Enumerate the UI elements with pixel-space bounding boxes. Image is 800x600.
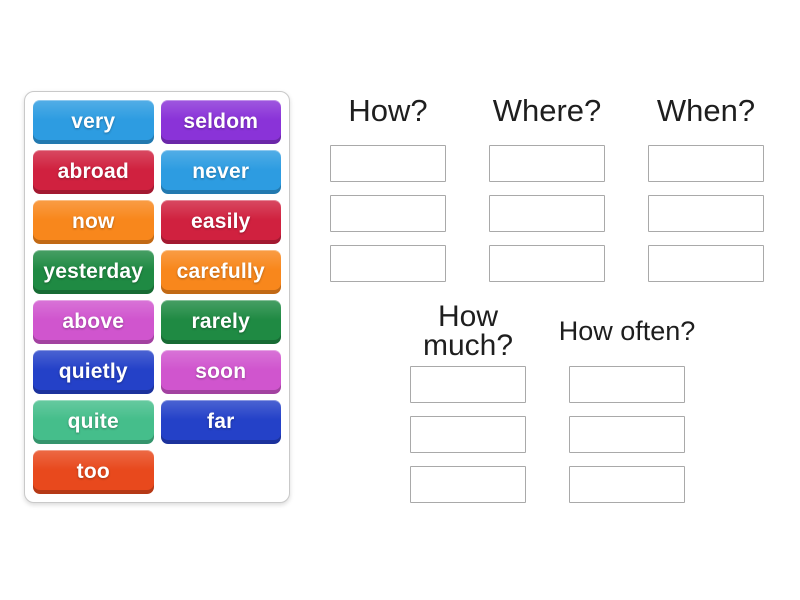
group-header-how-much: How much?: [422, 300, 514, 362]
word-bank-panel: very seldom abroad never now easily yest…: [24, 91, 290, 503]
word-tile[interactable]: now: [33, 200, 154, 244]
drop-slot[interactable]: [648, 195, 764, 232]
word-tile[interactable]: seldom: [160, 100, 281, 144]
drop-slot[interactable]: [410, 416, 526, 453]
drop-slot[interactable]: [489, 145, 605, 182]
word-tile[interactable]: quietly: [33, 350, 154, 394]
word-tile[interactable]: carefully: [160, 250, 281, 294]
group-where: Where?: [489, 92, 605, 282]
word-tile[interactable]: too: [33, 450, 154, 494]
word-tile[interactable]: quite: [33, 400, 154, 444]
word-tile[interactable]: rarely: [160, 300, 281, 344]
drop-slot[interactable]: [569, 466, 685, 503]
drop-slot[interactable]: [410, 366, 526, 403]
word-tile[interactable]: far: [160, 400, 281, 444]
drop-slot[interactable]: [648, 245, 764, 282]
group-how-often: How often?: [559, 302, 695, 503]
drop-slot[interactable]: [330, 195, 446, 232]
group-header-where: Where?: [492, 93, 602, 128]
drop-slot[interactable]: [489, 195, 605, 232]
drop-slot[interactable]: [330, 145, 446, 182]
word-tile[interactable]: above: [33, 300, 154, 344]
group-when: When?: [648, 92, 764, 282]
word-tile[interactable]: yesterday: [33, 250, 154, 294]
group-header-when: When?: [656, 93, 756, 128]
group-header-how: How?: [348, 93, 428, 128]
drop-slot[interactable]: [648, 145, 764, 182]
word-tile[interactable]: soon: [160, 350, 281, 394]
group-how-much: How much?: [410, 302, 526, 503]
word-tile[interactable]: very: [33, 100, 154, 144]
drop-slot[interactable]: [410, 466, 526, 503]
group-header-how-often: How often?: [558, 316, 696, 346]
drop-slot[interactable]: [330, 245, 446, 282]
drop-slot[interactable]: [569, 366, 685, 403]
word-tile[interactable]: abroad: [33, 150, 154, 194]
drop-slot[interactable]: [489, 245, 605, 282]
group-how: How?: [330, 92, 446, 282]
word-tile[interactable]: never: [160, 150, 281, 194]
drop-slot[interactable]: [569, 416, 685, 453]
word-tile[interactable]: easily: [160, 200, 281, 244]
